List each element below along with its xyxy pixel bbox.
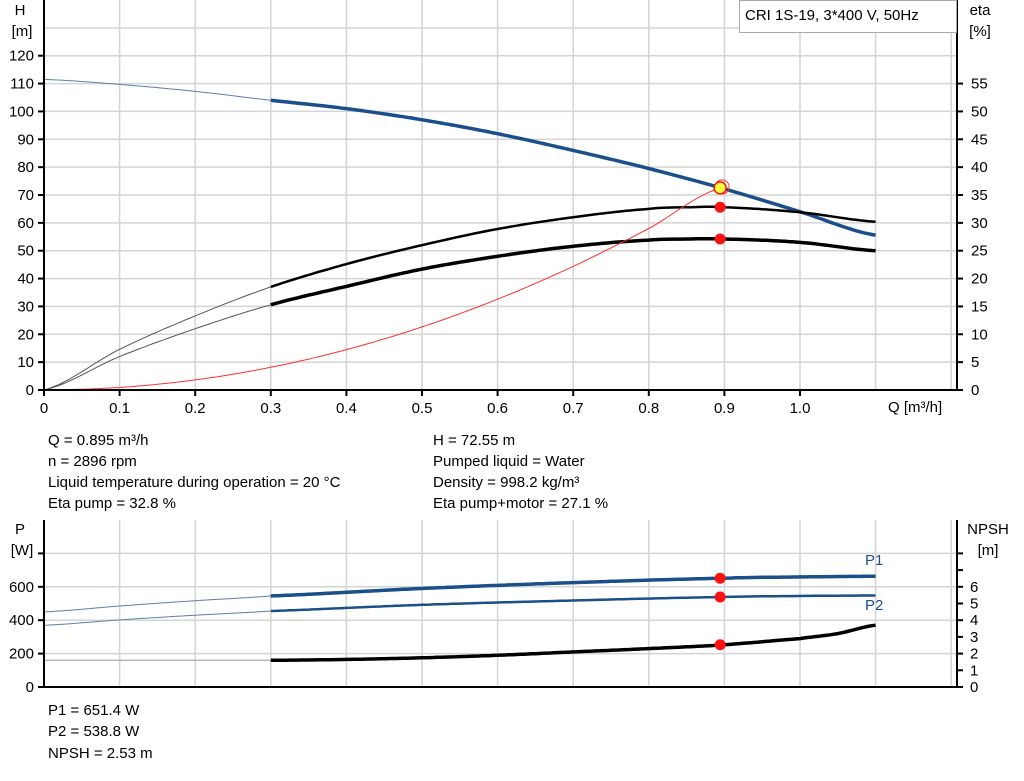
h-tick-label: 0 [26,382,34,399]
eta-tick-label: 35 [971,187,988,204]
p-tick-label: 0 [26,679,34,696]
p1-series-label: P1 [865,552,883,569]
npsh-axis-unit: [m] [978,542,999,559]
h-tick-label: 10 [17,354,34,371]
readout-npsh: NPSH = 2.53 m [48,745,153,762]
readout-temperature: Liquid temperature during operation = 20… [48,474,341,491]
eta-pump-motor-curve [270,236,876,307]
h-tick-label: 120 [9,48,34,65]
readout-density: Density = 998.2 kg/m³ [433,474,580,491]
p2-series-label: P2 [865,597,883,614]
p1-curve-extension [43,595,271,613]
h-tick-label: 100 [9,103,34,120]
p-axis-unit: [W] [11,542,34,559]
h-tick-label: 50 [17,243,34,260]
npsh-tick-label: 1 [970,662,978,679]
readout-h: H = 72.55 m [433,432,516,449]
eta-tick-label: 50 [971,103,988,120]
p2-curve [270,594,876,613]
duty-point-p2 [714,591,726,603]
npsh-tick-label: 4 [970,612,978,629]
curves [43,78,876,663]
readout-eta-pump: Eta pump = 32.8 % [48,495,176,512]
h-tick-label: 80 [17,159,34,176]
npsh-curve [270,623,876,663]
h-tick-label: 60 [17,215,34,232]
q-tick-label: 0 [40,400,48,417]
h-tick-label: 110 [10,76,34,93]
readout-p2: P2 = 538.8 W [48,723,140,740]
eta-tick-label: 55 [971,76,988,93]
q-tick-label: 0.5 [412,400,433,417]
p-axis-label: P [15,521,25,538]
eta-tick-label: 30 [971,215,988,232]
axes [38,0,963,688]
eta-pump-curve [270,205,876,289]
duty-point-eta-pump-motor [714,233,726,245]
npsh-tick-label: 6 [970,579,978,596]
eta-tick-label: 5 [971,354,979,371]
p-tick-label: 400 [9,612,34,629]
q-tick-label: 1.0 [790,400,811,417]
h-tick-label: 30 [17,298,34,315]
p-tick-label: 600 [9,579,34,596]
q-tick-label: 0.1 [109,400,130,417]
h-axis-unit: [m] [12,23,33,40]
eta-tick-label: 20 [971,271,988,288]
duty-point-head [713,181,727,195]
eta-tick-label: 10 [971,326,988,343]
duty-point-p1 [714,572,726,584]
q-tick-label: 0.4 [336,400,357,417]
npsh-tick-label: 5 [970,596,978,613]
p2-curve-extension [43,610,271,626]
head-curve [270,98,876,237]
eta-tick-label: 15 [971,298,988,315]
h-tick-label: 70 [17,187,34,204]
system-curve [43,187,721,391]
readout-liquid: Pumped liquid = Water [433,453,585,470]
q-tick-label: 0.7 [563,400,584,417]
eta-axis-label: eta [970,2,992,19]
eta-tick-label: 0 [971,382,979,399]
q-tick-label: 0.9 [714,400,735,417]
p-tick-label: 200 [9,646,34,663]
h-tick-label: 40 [17,271,34,288]
upper-grid [44,0,957,390]
q-tick-label: 0.3 [260,400,281,417]
readout-p1: P1 = 651.4 W [48,702,140,719]
eta-tick-label: 25 [971,243,988,260]
duty-point-npsh [714,639,726,651]
npsh-tick-label: 3 [970,629,978,646]
legend-box: CRI 1S-19, 3*400 V, 50Hz [739,0,957,33]
readout-eta-pump-motor: Eta pump+motor = 27.1 % [433,495,609,512]
h-axis-label: H [15,2,26,19]
eta-axis-unit: [%] [969,23,991,40]
npsh-axis-label: NPSH [967,521,1009,538]
q-tick-label: 0.2 [185,400,206,417]
eta-pump-motor-curve-extension [43,304,271,391]
p1-curve [270,574,876,598]
h-tick-label: 20 [17,326,34,343]
q-tick-label: 0.8 [638,400,659,417]
eta-pump-curve-extension [43,286,271,391]
readout-speed: n = 2896 rpm [48,453,137,470]
q-axis-label: Q [m³/h] [888,399,942,416]
eta-tick-label: 45 [971,131,988,148]
eta-tick-label: 40 [971,159,988,176]
readout-q: Q = 0.895 m³/h [48,432,149,449]
duty-point-eta-pump [714,201,726,213]
npsh-tick-label: 2 [970,646,978,663]
npsh-tick-label: 0 [970,679,978,696]
legend-text: CRI 1S-19, 3*400 V, 50Hz [745,7,919,24]
head-curve-extension [43,78,271,101]
tick-labels: 0102030405060708090100110120051015202530… [9,48,988,696]
q-tick-label: 0.6 [487,400,508,417]
h-tick-label: 90 [17,131,34,148]
